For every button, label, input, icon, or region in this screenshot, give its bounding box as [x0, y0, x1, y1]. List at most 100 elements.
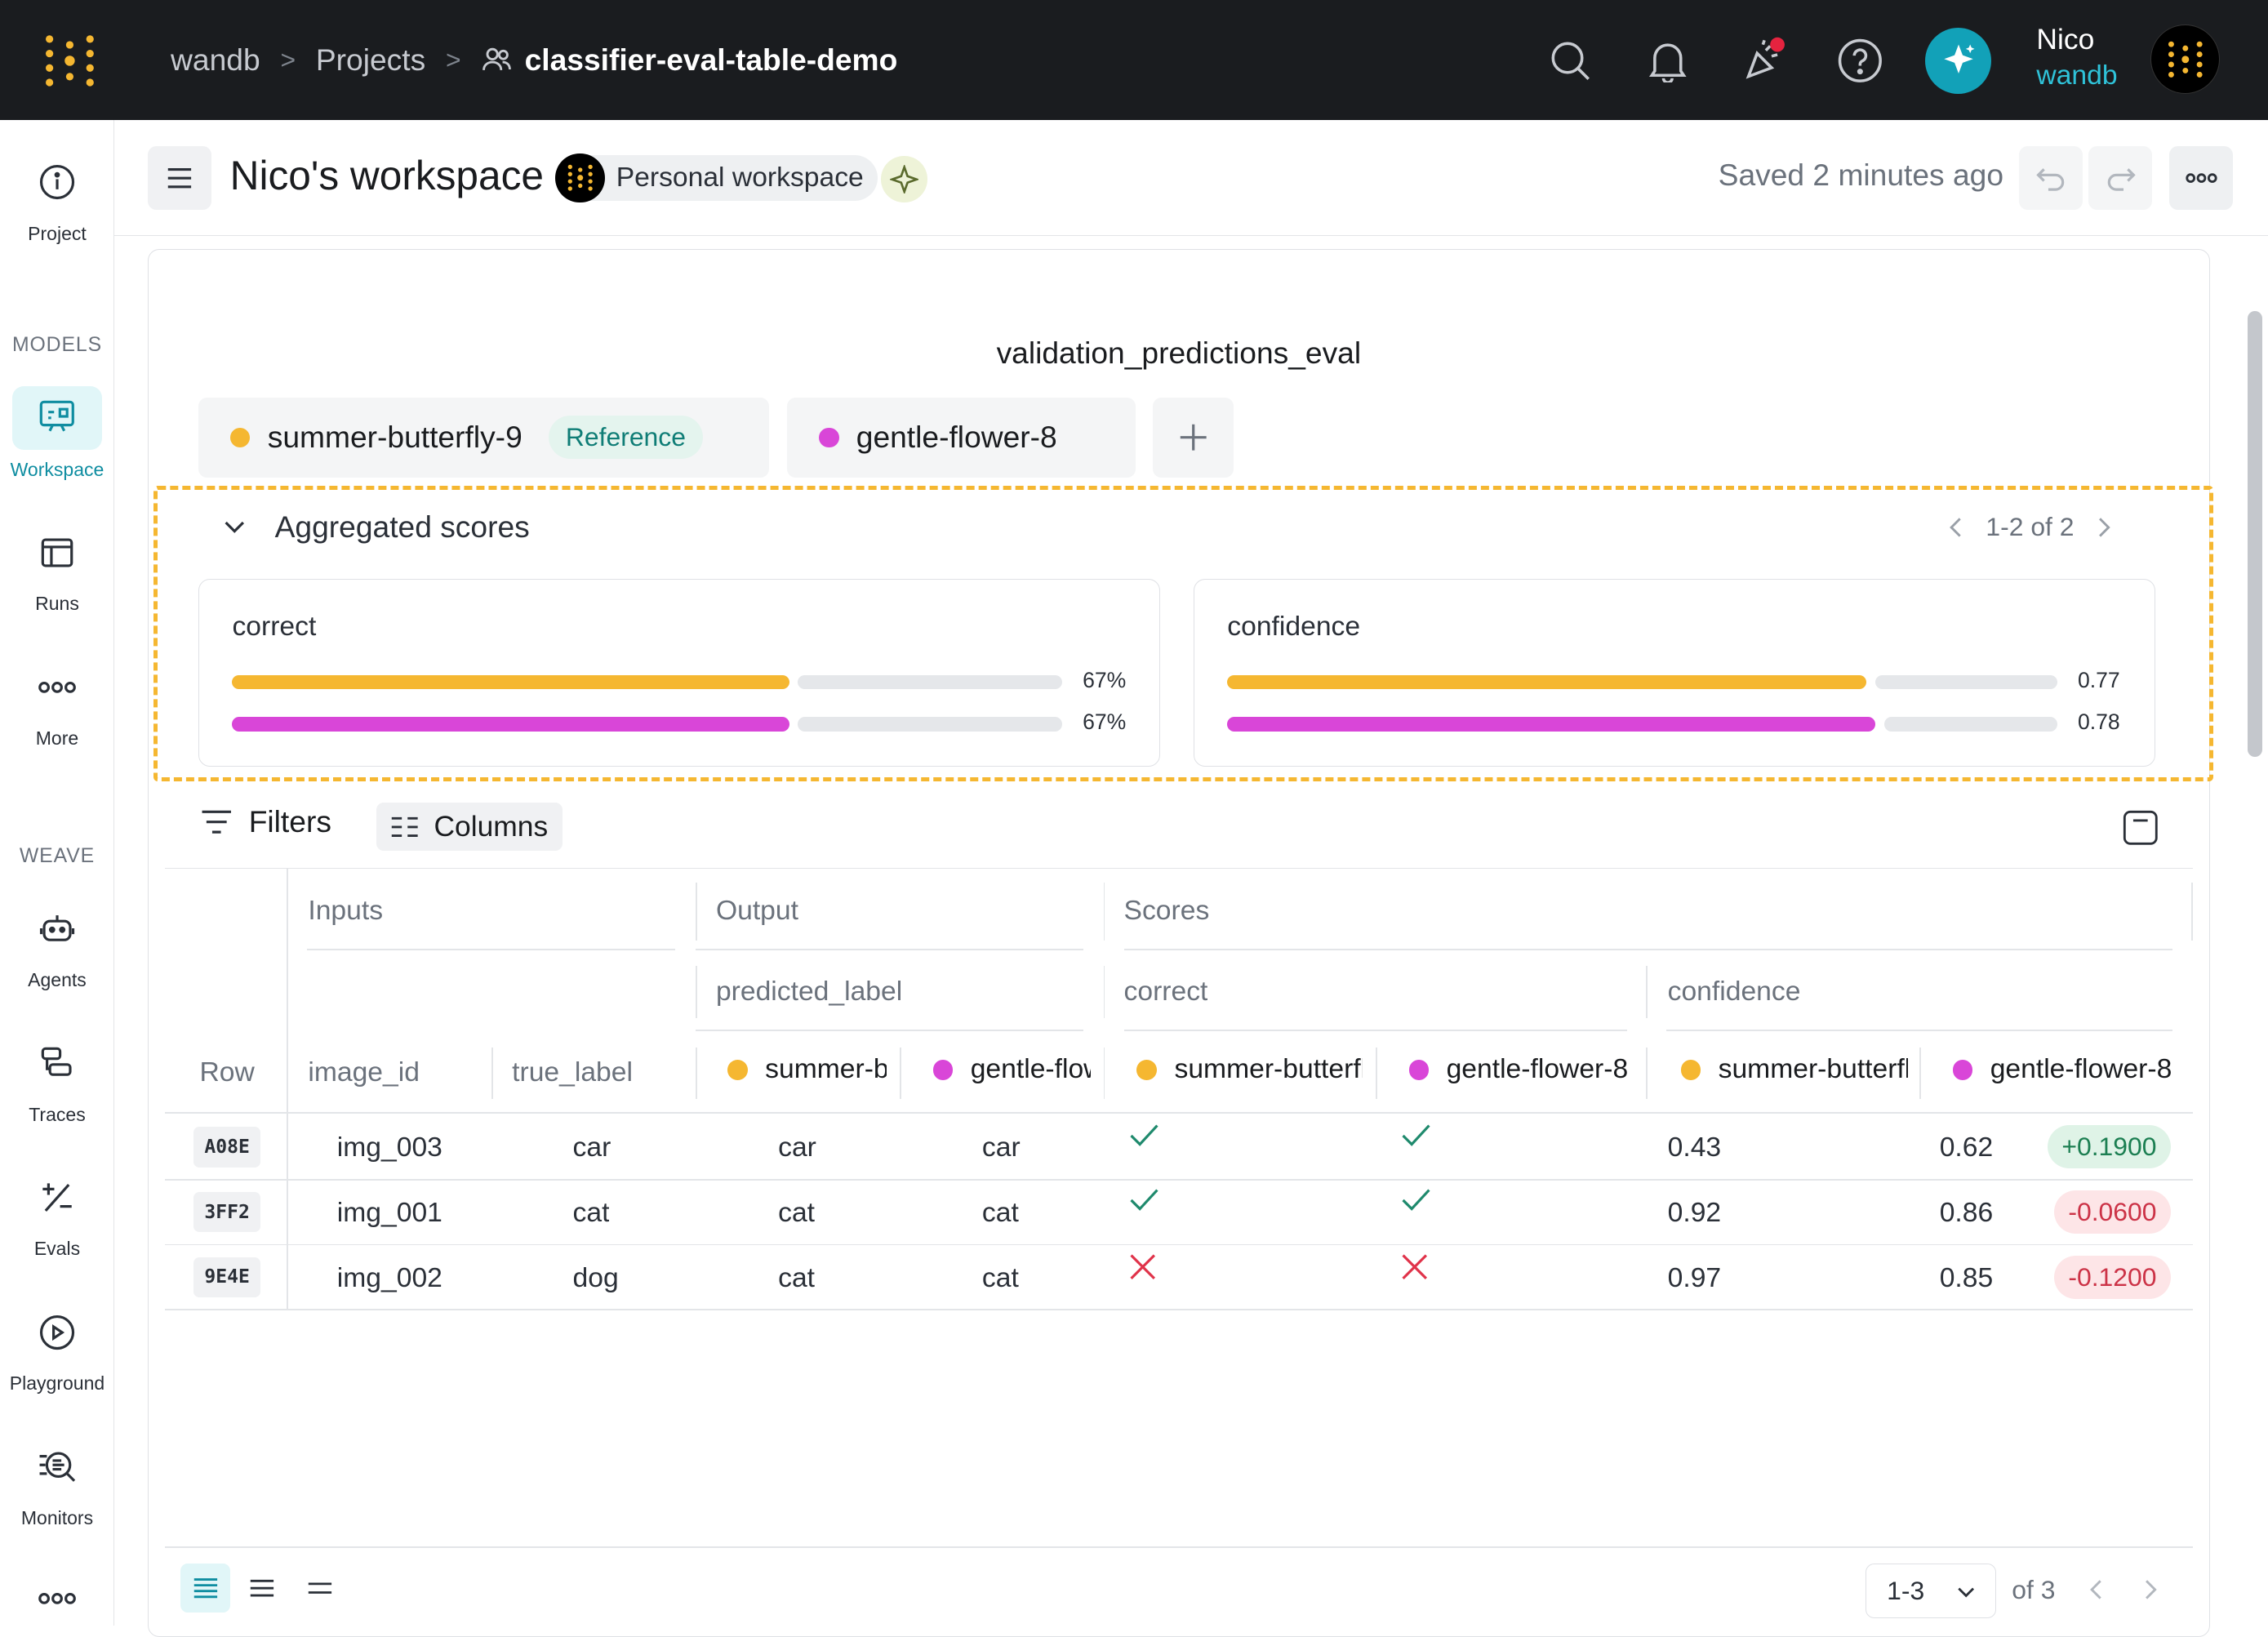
- wandb-logo[interactable]: [41, 32, 99, 90]
- density-tall-icon: [307, 1577, 333, 1599]
- row-id-badge[interactable]: 3FF2: [193, 1191, 260, 1233]
- column-header-conf-a[interactable]: summer-butterfly-9: [1680, 1054, 1908, 1085]
- results-table: [164, 867, 2193, 1545]
- column-header-label: summer-butterfly-9: [1718, 1054, 1908, 1085]
- row-id-badge[interactable]: A08E: [193, 1127, 260, 1168]
- density-compact-icon: [193, 1577, 219, 1599]
- table-icon: [12, 521, 102, 585]
- row-density-tall-button[interactable]: [295, 1564, 344, 1613]
- page-total: of 3: [2012, 1575, 2056, 1605]
- chevron-left-icon[interactable]: [1946, 514, 1966, 540]
- column-header-row[interactable]: Row: [199, 1057, 255, 1088]
- cell-pred-b: car: [981, 1132, 1021, 1163]
- top-bar: wandb > Projects > classifier-eval-table…: [0, 0, 2268, 121]
- model-color-dot: [932, 1060, 954, 1080]
- user-name: Nico: [2036, 22, 2095, 56]
- column-divider: [491, 1047, 494, 1100]
- breadcrumb-projects[interactable]: Projects: [315, 42, 426, 78]
- search-icon[interactable]: [1542, 32, 1600, 90]
- add-model-button[interactable]: [1152, 398, 1234, 478]
- chevron-right-icon: >: [280, 45, 296, 75]
- model-name: gentle-flower-8: [856, 420, 1057, 455]
- nav-monitors[interactable]: Monitors: [0, 1435, 114, 1529]
- model-color-dot: [1136, 1060, 1158, 1080]
- row-density-compact-button[interactable]: [180, 1564, 230, 1613]
- nav-runs[interactable]: Runs: [0, 521, 114, 616]
- column-header-label: gentle-flower-8: [1446, 1054, 1629, 1085]
- redo-button[interactable]: [2088, 145, 2153, 210]
- nav-workspace[interactable]: Workspace: [0, 386, 114, 481]
- column-header-correct-a[interactable]: summer-butterfly-9: [1136, 1054, 1363, 1085]
- chevron-right-icon: >: [446, 45, 461, 75]
- help-icon[interactable]: [1831, 32, 1889, 90]
- row-id-badge[interactable]: 9E4E: [193, 1257, 260, 1298]
- subgroup-header-predicted-label: predicted_label: [715, 976, 903, 1007]
- check-icon: [1128, 1123, 1160, 1149]
- cell-image-id: img_001: [336, 1197, 442, 1228]
- column-divider: [1103, 882, 1105, 941]
- confidence-delta-badge: -0.0600: [2053, 1190, 2172, 1234]
- more-dots-icon: [2186, 172, 2217, 184]
- bell-icon[interactable]: [1639, 32, 1697, 90]
- nav-project[interactable]: Project: [0, 150, 114, 245]
- columns-button[interactable]: Columns: [376, 803, 563, 851]
- info-icon: [12, 150, 102, 214]
- column-header-image-id[interactable]: image_id: [308, 1057, 420, 1088]
- users-icon: [481, 44, 513, 76]
- user-menu[interactable]: Nico wandb: [2036, 20, 2117, 94]
- nav-agents[interactable]: Agents: [0, 896, 114, 991]
- row-divider: [164, 1243, 2193, 1246]
- cell-pred-b: cat: [981, 1262, 1019, 1293]
- cross-icon: [1128, 1252, 1157, 1281]
- aggregated-scores-toggle[interactable]: Aggregated scores: [217, 509, 530, 545]
- hamburger-menu-button[interactable]: [147, 145, 211, 210]
- breadcrumb-project[interactable]: classifier-eval-table-demo: [481, 42, 897, 78]
- monitor-search-icon: [12, 1435, 102, 1498]
- column-divider: [1646, 1047, 1648, 1100]
- more-options-button[interactable]: [2169, 145, 2234, 210]
- density-medium-icon: [249, 1577, 275, 1599]
- filters-button[interactable]: Filters: [199, 804, 331, 839]
- party-popper-icon[interactable]: [1736, 32, 1794, 90]
- cell-conf-a: 0.97: [1667, 1262, 1722, 1293]
- page-range-select[interactable]: 1-3: [1866, 1564, 1996, 1619]
- chevron-right-icon[interactable]: [2141, 1577, 2161, 1603]
- model-tab-compare[interactable]: gentle-flower-8: [786, 398, 1136, 478]
- nav-more-models[interactable]: More: [0, 656, 114, 750]
- column-header-pred-a[interactable]: summer-butterfly-9: [727, 1054, 887, 1085]
- workspace-type-badge[interactable]: Personal workspace: [555, 153, 878, 203]
- nav-more-weave[interactable]: [0, 1577, 114, 1629]
- breadcrumb-org[interactable]: wandb: [171, 42, 260, 78]
- column-header-pred-b[interactable]: gentle-flower-8: [932, 1054, 1091, 1085]
- undo-button[interactable]: [2019, 145, 2083, 210]
- table-bottom-border: [164, 1546, 2193, 1548]
- column-header-correct-b[interactable]: gentle-flower-8: [1408, 1054, 1634, 1085]
- cell-true-label: car: [572, 1132, 611, 1163]
- cell-image-id: img_002: [336, 1262, 442, 1293]
- nav-playground[interactable]: Playground: [0, 1301, 114, 1395]
- header-underline: [1123, 949, 2172, 950]
- chevron-left-icon[interactable]: [2086, 1577, 2106, 1603]
- column-header-true-label[interactable]: true_label: [512, 1057, 633, 1088]
- evaluation-title: validation_predictions_eval: [996, 336, 1362, 370]
- chevron-right-icon[interactable]: [2094, 514, 2115, 540]
- model-color-dot: [1408, 1060, 1430, 1080]
- nav-evals[interactable]: Evals: [0, 1166, 114, 1261]
- column-divider: [696, 882, 697, 941]
- confidence-delta-badge: -0.1200: [2053, 1255, 2172, 1299]
- row-density-medium-button[interactable]: [238, 1564, 287, 1613]
- model-color-dot: [818, 427, 839, 448]
- model-tab-reference[interactable]: summer-butterfly-9 Reference: [198, 398, 770, 478]
- row-divider: [164, 1178, 2193, 1181]
- sparkle-icon[interactable]: [880, 156, 927, 202]
- ai-assistant-button[interactable]: [1924, 27, 1992, 95]
- cell-conf-b: 0.86: [1939, 1197, 1994, 1228]
- bar-track: [1874, 674, 2058, 690]
- nav-traces[interactable]: Traces: [0, 1031, 114, 1126]
- column-header-conf-b[interactable]: gentle-flower-8: [1952, 1054, 2181, 1085]
- vertical-scrollbar[interactable]: [2248, 310, 2262, 757]
- more-dots-icon: [12, 1577, 102, 1620]
- panel-view-button[interactable]: [2120, 807, 2161, 848]
- column-divider: [2190, 882, 2193, 941]
- avatar[interactable]: [2150, 24, 2221, 95]
